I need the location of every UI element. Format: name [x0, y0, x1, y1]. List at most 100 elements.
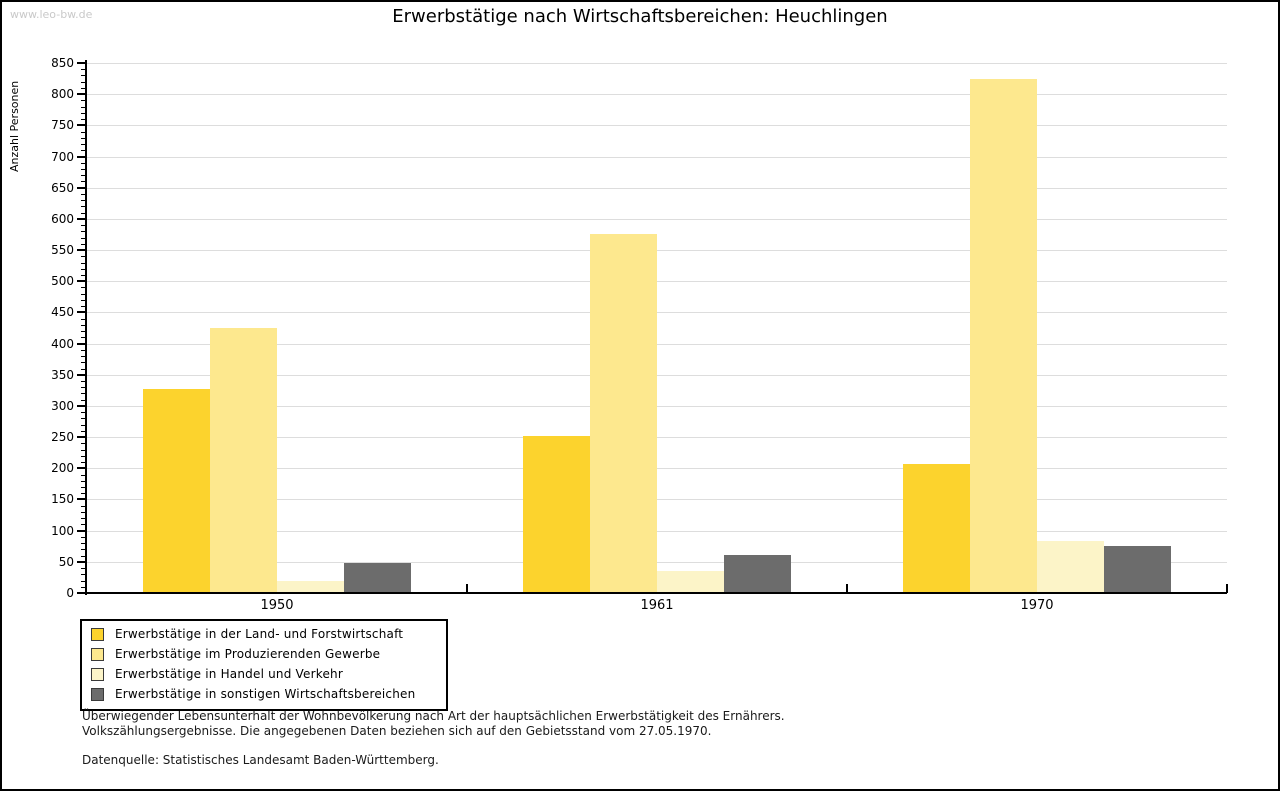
y-major-tick [77, 249, 85, 252]
y-gridline [87, 94, 1227, 96]
y-gridline [87, 63, 1227, 64]
y-minor-tick [81, 119, 85, 121]
legend-swatch-icon [91, 647, 104, 661]
y-gridline [87, 218, 1227, 220]
bar-1961-series-4 [724, 554, 791, 593]
page-title: Erwerbstätige nach Wirtschaftsbereichen:… [392, 6, 888, 27]
y-minor-tick [81, 518, 85, 520]
y-minor-tick [81, 200, 85, 202]
y-minor-tick [81, 349, 85, 351]
bar-1950-series-2 [210, 328, 277, 593]
y-major-tick [77, 592, 85, 594]
y-minor-tick [81, 399, 85, 401]
y-gridline [87, 561, 1227, 563]
y-minor-tick [81, 474, 85, 476]
y-minor-tick [81, 175, 85, 177]
y-minor-tick [81, 299, 85, 301]
y-minor-tick [81, 237, 85, 239]
x-axis-tick [466, 584, 468, 593]
y-minor-tick [81, 287, 85, 289]
y-major-tick [77, 124, 85, 127]
x-tick-label: 1950 [260, 598, 294, 613]
y-tick-label: 350 [51, 367, 74, 382]
legend-item-2: Erwerbstätige im Produzierenden Gewerbe [91, 644, 437, 664]
y-minor-tick [81, 131, 85, 133]
y-tick-label: 850 [51, 56, 74, 70]
x-axis-tick [846, 584, 848, 593]
x-tick-label: 1961 [640, 598, 674, 613]
legend-swatch-icon [91, 627, 104, 641]
y-minor-tick [81, 106, 85, 108]
y-major-tick [77, 342, 85, 345]
legend-label: Erwerbstätige in sonstigen Wirtschaftsbe… [115, 687, 416, 701]
y-gridline [87, 405, 1227, 407]
y-tick-label: 250 [51, 430, 74, 445]
y-minor-tick [81, 256, 85, 258]
y-minor-tick [81, 87, 85, 89]
bar-1970-series-4 [1104, 546, 1171, 593]
y-minor-tick [81, 393, 85, 395]
y-tick-label: 0 [66, 586, 74, 600]
data-source: Datenquelle: Statistisches Landesamt Bad… [82, 753, 439, 767]
y-minor-tick [81, 505, 85, 507]
legend-label: Erwerbstätige im Produzierenden Gewerbe [115, 647, 381, 661]
y-tick-label: 700 [51, 149, 74, 164]
y-minor-tick [81, 480, 85, 482]
legend: Erwerbstätige in der Land- und Forstwirt… [80, 619, 448, 711]
y-minor-tick [81, 443, 85, 445]
y-minor-tick [81, 387, 85, 389]
y-minor-tick [81, 225, 85, 227]
y-minor-tick [81, 231, 85, 233]
y-minor-tick [81, 150, 85, 152]
y-minor-tick [81, 268, 85, 270]
y-minor-tick [81, 493, 85, 495]
x-tick-label: 1970 [1020, 598, 1054, 613]
y-minor-tick [81, 356, 85, 358]
bar-1961-series-2 [590, 234, 657, 593]
y-minor-tick [81, 462, 85, 464]
y-minor-tick [81, 586, 85, 588]
y-minor-tick [81, 449, 85, 451]
legend-label: Erwerbstätige in Handel und Verkehr [115, 667, 343, 681]
y-minor-tick [81, 580, 85, 582]
y-gridline [87, 187, 1227, 189]
y-tick-label: 750 [51, 118, 74, 133]
y-major-tick [77, 280, 85, 283]
y-minor-tick [81, 293, 85, 295]
y-major-tick [77, 467, 85, 470]
y-gridline [87, 250, 1227, 252]
y-major-tick [77, 93, 85, 96]
y-major-tick [77, 186, 85, 189]
footnote-line-1: Überwiegender Lebensunterhalt der Wohnbe… [82, 709, 785, 723]
y-major-tick [77, 62, 85, 64]
y-minor-tick [81, 324, 85, 326]
x-axis-tick [1226, 584, 1228, 593]
y-minor-tick [81, 69, 85, 71]
y-tick-label: 50 [58, 554, 74, 569]
y-axis [85, 60, 87, 595]
y-tick-label: 500 [51, 274, 74, 289]
y-minor-tick [81, 193, 85, 195]
y-minor-tick [81, 543, 85, 545]
y-minor-tick [81, 418, 85, 420]
y-minor-tick [81, 275, 85, 276]
bar-1970-series-1 [903, 463, 970, 593]
bar-1961-series-3 [657, 571, 724, 593]
footnote-line-2: Volkszählungsergebnisse. Die angegebenen… [82, 723, 712, 738]
y-minor-tick [81, 81, 85, 83]
y-minor-tick [81, 424, 85, 426]
y-minor-tick [81, 100, 85, 102]
legend-swatch-icon [91, 687, 104, 701]
y-minor-tick [81, 455, 85, 457]
y-minor-tick [81, 306, 85, 308]
y-gridline [87, 530, 1227, 532]
y-minor-tick [81, 574, 85, 576]
y-gridline [87, 125, 1227, 127]
y-major-tick [77, 373, 85, 376]
y-major-tick [77, 155, 85, 158]
bar-1950-series-1 [143, 389, 210, 593]
x-axis [85, 592, 1227, 594]
y-major-tick [77, 436, 85, 439]
y-tick-label: 300 [51, 398, 74, 413]
